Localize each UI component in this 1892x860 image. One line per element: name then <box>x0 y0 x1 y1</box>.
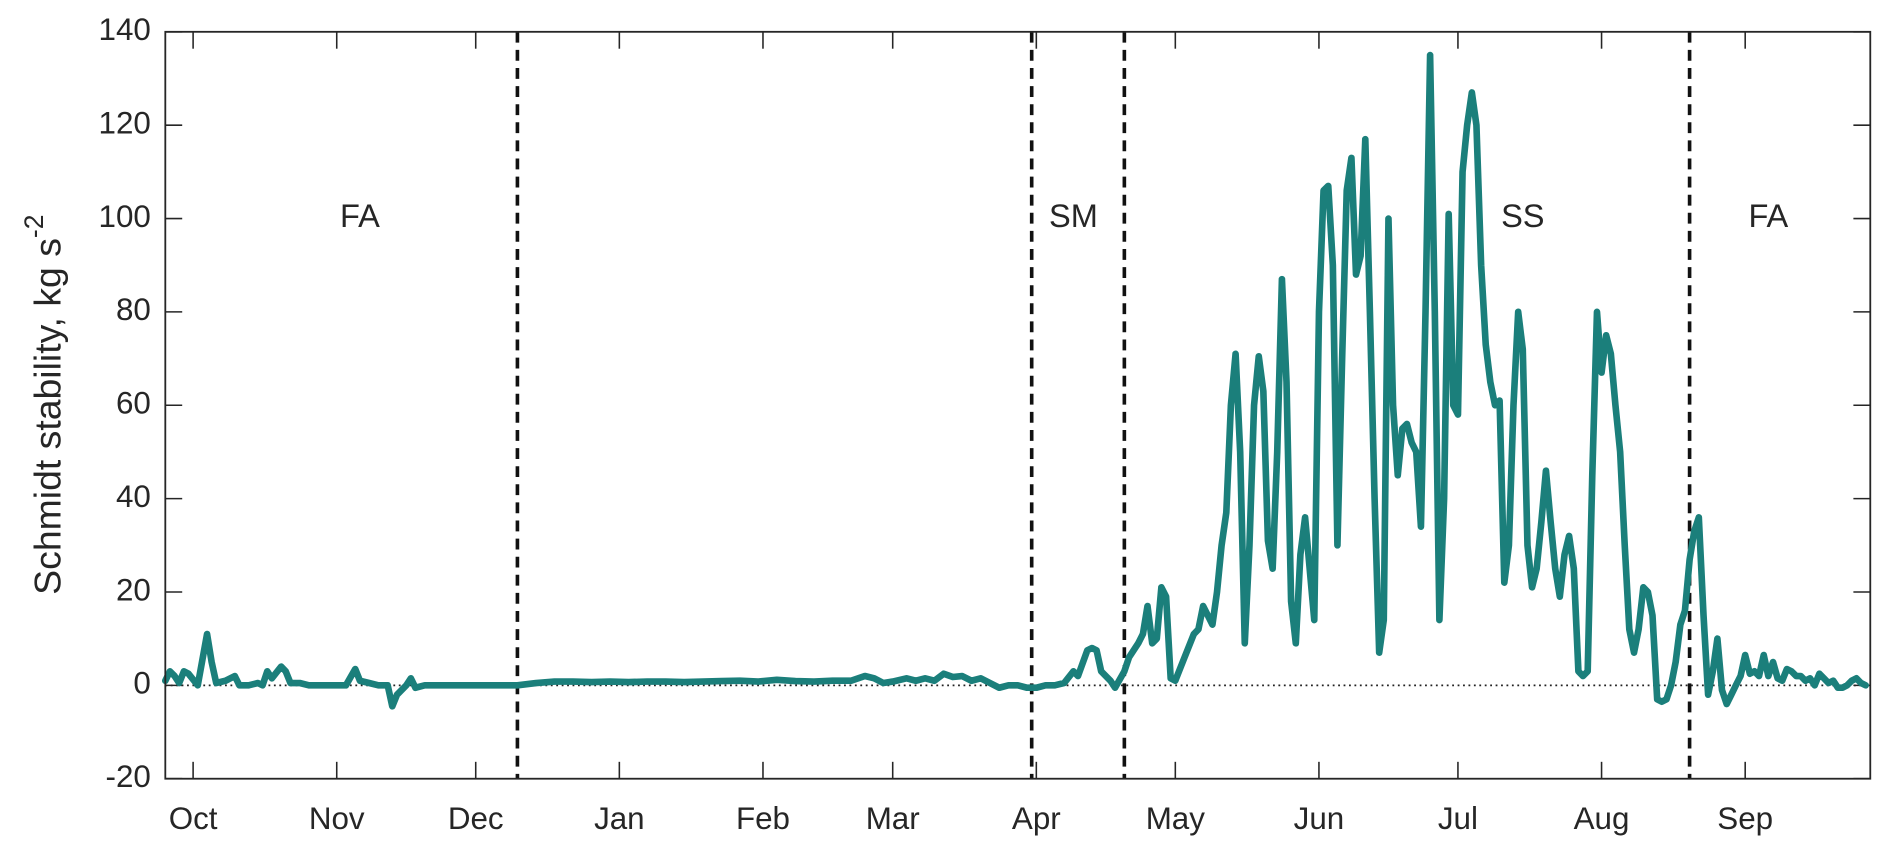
x-tick-label: Nov <box>309 801 365 836</box>
x-tick-label: Aug <box>1574 801 1630 836</box>
y-tick-label: 0 <box>133 666 150 701</box>
x-tick-label: Sep <box>1717 801 1773 836</box>
x-tick-label: Dec <box>448 801 504 836</box>
y-axis-label-text: Schmidt stability, kg s <box>27 238 69 595</box>
y-tick-label: 100 <box>99 199 151 234</box>
annotation: SM <box>1049 198 1098 234</box>
y-tick-label: 80 <box>116 292 151 327</box>
x-tick-label: Jun <box>1294 801 1345 836</box>
x-tick-label: Mar <box>866 801 920 836</box>
x-tick-label: Feb <box>736 801 790 836</box>
x-tick-label: Jan <box>594 801 645 836</box>
x-tick-label: Oct <box>169 801 218 836</box>
y-axis-label: Schmidt stability, kg s-2 <box>19 215 68 595</box>
x-tick-label: Apr <box>1012 801 1061 836</box>
y-axis-label-superscript: -2 <box>19 215 49 239</box>
data-line <box>161 51 1870 710</box>
annotation: SS <box>1501 198 1544 234</box>
annotation: FA <box>340 198 380 234</box>
y-tick-label: 60 <box>116 386 151 421</box>
y-tick-label: 120 <box>99 105 151 140</box>
plot-frame <box>164 30 1872 780</box>
y-tick-label: -20 <box>106 759 151 794</box>
y-tick-label: 140 <box>99 12 151 47</box>
x-tick-label: Jul <box>1438 801 1478 836</box>
x-tick-label: May <box>1146 801 1206 836</box>
annotation: FA <box>1748 198 1788 234</box>
y-tick-label: 40 <box>116 479 151 514</box>
y-tick-label: 20 <box>116 572 151 607</box>
